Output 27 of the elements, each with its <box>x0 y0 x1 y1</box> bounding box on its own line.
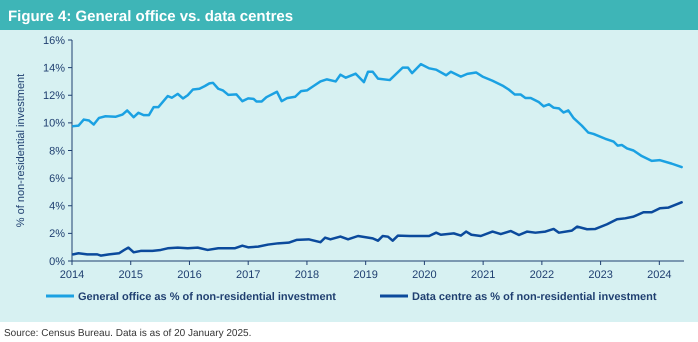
y-tick-label: 2% <box>49 228 66 240</box>
line-series <box>72 62 683 168</box>
legend-label: Data centre as % of non-residential investment <box>412 290 657 303</box>
y-tick-label: 14% <box>42 62 66 74</box>
legend-label: General office as % of non-residential investment <box>78 290 336 303</box>
source-note: Source: Census Bureau. Data is as of 20 January 2025. <box>4 328 252 339</box>
x-tick-label: 2023 <box>588 269 613 281</box>
x-tick-label: 2018 <box>294 269 320 281</box>
chart-title: Figure 4: General office vs. data centres <box>8 8 294 25</box>
y-tick-label: 12% <box>42 90 66 102</box>
y-tick-label: 6% <box>49 172 66 185</box>
x-tick-label: 2024 <box>647 269 672 281</box>
x-tick-label: 2021 <box>470 269 496 281</box>
line-series <box>72 201 683 257</box>
y-tick-label: 4% <box>49 200 66 213</box>
y-tick-label: 8% <box>49 145 66 158</box>
y-axis-title: % of non-residential investment <box>15 74 27 228</box>
x-tick-label: 2015 <box>118 269 143 281</box>
x-tick-label: 2017 <box>236 269 260 281</box>
x-tick-label: 2020 <box>412 269 437 281</box>
x-tick-label: 2016 <box>177 269 202 281</box>
y-tick-label: 16% <box>42 34 66 47</box>
x-tick-label: 2022 <box>530 269 554 281</box>
x-tick-label: 2019 <box>353 269 378 281</box>
y-tick-label: 10% <box>42 118 66 130</box>
x-tick-label: 2014 <box>60 269 84 281</box>
y-tick-label: 0% <box>49 256 66 268</box>
